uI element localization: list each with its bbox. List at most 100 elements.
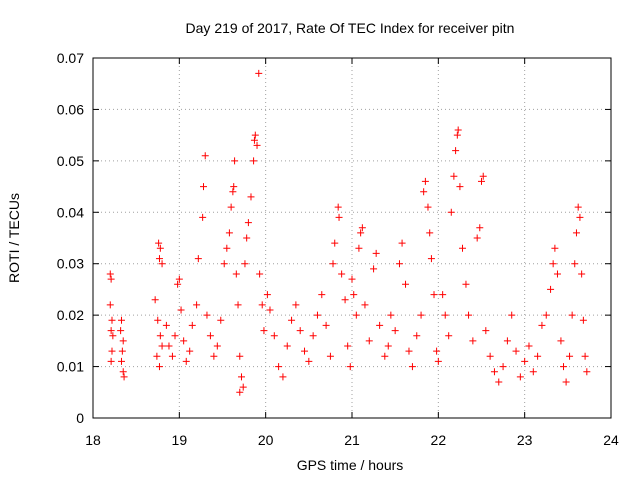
data-point xyxy=(234,301,242,309)
data-point xyxy=(305,357,313,365)
y-tick-label: 0.03 xyxy=(57,256,84,272)
data-point xyxy=(283,342,291,350)
data-point xyxy=(241,260,249,268)
data-point xyxy=(358,224,366,232)
data-point xyxy=(478,177,485,185)
data-point xyxy=(193,301,201,309)
data-point xyxy=(229,188,237,196)
data-point xyxy=(355,244,363,252)
data-point xyxy=(346,363,354,371)
data-point xyxy=(292,301,300,309)
data-point xyxy=(376,321,384,329)
data-point xyxy=(175,275,183,283)
data-point xyxy=(156,332,164,340)
data-point xyxy=(453,131,461,139)
x-tick-label: 22 xyxy=(431,432,447,448)
y-tick-label: 0.07 xyxy=(57,50,84,66)
data-point xyxy=(237,373,245,381)
data-point xyxy=(108,316,116,324)
data-point xyxy=(384,342,392,350)
data-point xyxy=(155,363,163,371)
data-point xyxy=(387,311,395,319)
data-point xyxy=(361,301,369,309)
data-point xyxy=(108,347,116,355)
data-point xyxy=(120,373,128,381)
x-tick-label: 24 xyxy=(603,432,619,448)
data-point xyxy=(279,373,287,381)
data-points xyxy=(106,69,591,396)
data-point xyxy=(490,368,498,376)
data-point xyxy=(217,316,225,324)
data-point xyxy=(434,357,442,365)
x-axis: 18 19 20 21 22 23 24 xyxy=(85,58,619,448)
data-point xyxy=(186,347,194,355)
data-point xyxy=(247,193,255,201)
data-point xyxy=(335,213,343,221)
data-point xyxy=(117,316,125,324)
data-point xyxy=(426,229,434,237)
data-point xyxy=(106,301,114,309)
data-point xyxy=(391,327,399,335)
data-point xyxy=(402,280,410,288)
data-point xyxy=(579,316,587,324)
data-point xyxy=(213,342,221,350)
data-point xyxy=(256,270,264,278)
data-point xyxy=(174,280,182,288)
data-point xyxy=(525,342,533,350)
data-point xyxy=(155,239,163,247)
data-point xyxy=(158,342,166,350)
data-point xyxy=(322,321,330,329)
data-point xyxy=(424,203,432,211)
grid-lines xyxy=(93,58,611,418)
data-point xyxy=(275,363,283,371)
data-point xyxy=(344,342,352,350)
data-point xyxy=(486,352,494,360)
data-point xyxy=(253,141,261,149)
data-point xyxy=(243,234,251,242)
data-point xyxy=(512,347,520,355)
data-point xyxy=(456,183,464,191)
data-point xyxy=(469,337,477,345)
data-point xyxy=(516,373,524,381)
data-point xyxy=(296,327,304,335)
data-point xyxy=(370,265,378,273)
y-tick-label: 0.02 xyxy=(57,307,84,323)
data-point xyxy=(117,357,125,365)
data-point xyxy=(225,229,233,237)
data-point xyxy=(154,316,162,324)
data-point xyxy=(201,152,209,160)
y-tick-label: 0.04 xyxy=(57,204,84,220)
data-point xyxy=(557,337,565,345)
y-tick-label: 0.05 xyxy=(57,153,84,169)
data-point xyxy=(266,306,274,314)
data-point xyxy=(348,275,356,283)
data-point xyxy=(357,229,365,237)
data-point xyxy=(465,311,473,319)
data-point xyxy=(538,321,546,329)
data-point xyxy=(119,368,127,376)
data-point xyxy=(574,203,582,211)
data-point xyxy=(231,157,239,165)
data-point xyxy=(250,136,258,144)
data-point xyxy=(495,378,503,386)
data-point xyxy=(441,311,449,319)
data-point xyxy=(107,357,115,365)
data-point xyxy=(576,213,584,221)
y-axis: 0 0.01 0.02 0.03 0.04 0.05 0.06 0.07 xyxy=(57,50,611,426)
data-point xyxy=(168,352,176,360)
data-point xyxy=(352,311,360,319)
data-point xyxy=(151,296,159,304)
x-tick-label: 20 xyxy=(258,432,274,448)
data-point xyxy=(499,363,507,371)
data-point xyxy=(117,327,125,335)
data-point xyxy=(445,332,453,340)
data-point xyxy=(542,311,550,319)
data-point xyxy=(571,260,579,268)
data-point xyxy=(251,131,259,139)
data-point xyxy=(560,363,568,371)
data-point xyxy=(365,337,373,345)
data-point xyxy=(177,306,185,314)
data-point xyxy=(258,301,266,309)
data-point xyxy=(329,260,337,268)
data-point xyxy=(405,347,413,355)
